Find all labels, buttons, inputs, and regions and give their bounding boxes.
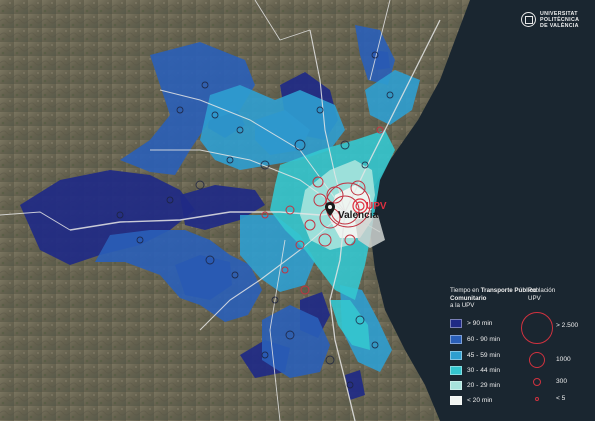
zone-60-90 [95, 230, 262, 322]
population-legend-title: Población UPV [528, 287, 556, 302]
legend-swatch [450, 396, 462, 405]
zone-30-44 [330, 300, 370, 350]
zone-60-90 [120, 42, 255, 175]
legend-swatch [450, 381, 462, 390]
upv-marker [352, 198, 368, 214]
university-seal-icon [521, 12, 536, 27]
port [355, 215, 385, 248]
zone-45-59 [365, 70, 420, 125]
legend-label: 45 - 59 min [467, 352, 500, 359]
legend-swatch [450, 366, 462, 375]
legend-label: 30 - 44 min [467, 367, 500, 374]
pop-circle-small [533, 378, 541, 386]
logo-text: UNIVERSITAT POLITÈCNICA DE VALÈNCIA [540, 11, 580, 29]
university-logo: UNIVERSITAT POLITÈCNICA DE VALÈNCIA [521, 10, 589, 32]
zone-over-90 [20, 170, 195, 265]
pop-label: 300 [556, 378, 568, 385]
location-pin-icon [325, 202, 335, 216]
pop-label: 1000 [556, 356, 571, 363]
legend-label: 60 - 90 min [467, 336, 500, 343]
pop-circle-tiny [535, 397, 539, 401]
zone-45-59 [200, 85, 345, 170]
legend-label: < 20 min [467, 397, 493, 404]
pop-label: > 2.500 [556, 322, 579, 329]
legend-label: > 90 min [467, 320, 493, 327]
campus-label: UPV [366, 201, 387, 212]
city-label: Valencia [338, 210, 379, 221]
zone-60-90 [355, 25, 395, 85]
zone-over-90 [345, 370, 365, 400]
time-legend-title: Tiempo en Transporte Público Comunitario… [450, 287, 537, 310]
zone-over-90 [180, 185, 265, 230]
zone-60-90 [262, 305, 330, 378]
legend-swatch [450, 335, 462, 344]
pop-circle-large [521, 312, 553, 344]
legend-swatch [450, 319, 462, 328]
pop-circle-medium [529, 352, 545, 368]
legend-swatch [450, 351, 462, 360]
small-circles [116, 51, 394, 389]
pop-label: < 5 [556, 395, 566, 402]
legend-label: 20 - 29 min [467, 382, 500, 389]
